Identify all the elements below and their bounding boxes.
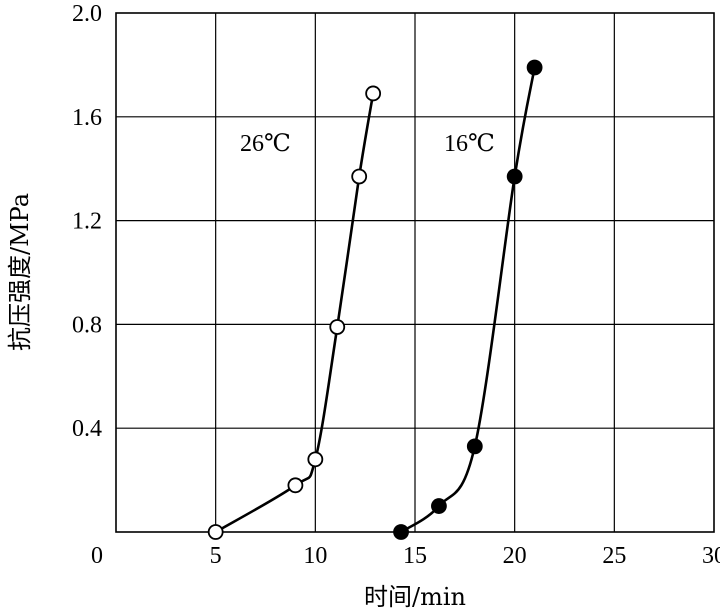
data-point-0 — [307, 451, 324, 468]
markers — [207, 59, 543, 540]
series-label-16c: 16℃ — [444, 131, 495, 157]
series-line-0 — [214, 92, 375, 534]
data-point-1 — [393, 524, 409, 540]
y-tick-label: 2.0 — [72, 1, 102, 27]
series-label-26c: 26℃ — [240, 131, 291, 157]
x-axis-label: 时间/min — [364, 583, 466, 611]
y-tick-label: 1.2 — [72, 209, 102, 235]
tick-labels: 5 10 15 20 25 30 0.4 0.8 1.2 1.6 2.0 — [72, 1, 720, 569]
x-tick-label: 15 — [403, 543, 427, 569]
x-tick-label: 30 — [702, 543, 720, 569]
data-point-0 — [329, 319, 346, 335]
x-tick-label: 10 — [303, 543, 327, 569]
x-tick-label: 25 — [602, 543, 626, 569]
x-tick-label: 20 — [503, 543, 527, 569]
y-tick-label: 1.6 — [72, 105, 102, 131]
data-point-1 — [431, 498, 447, 514]
y-tick-label: 0.8 — [72, 312, 102, 338]
data-point-0 — [287, 477, 304, 494]
data-point-0 — [365, 85, 382, 102]
origin-tick-label: 0 — [91, 543, 103, 569]
data-point-1 — [526, 59, 543, 76]
plot-frame — [115, 12, 715, 533]
data-point-1 — [506, 168, 523, 185]
y-axis-label: 抗压强度/MPa — [6, 193, 34, 351]
data-point-1 — [466, 438, 483, 455]
grid — [116, 13, 714, 532]
data-point-0 — [351, 168, 368, 185]
x-tick-label: 5 — [210, 543, 222, 569]
data-point-0 — [207, 524, 224, 540]
y-tick-label: 0.4 — [72, 416, 102, 442]
